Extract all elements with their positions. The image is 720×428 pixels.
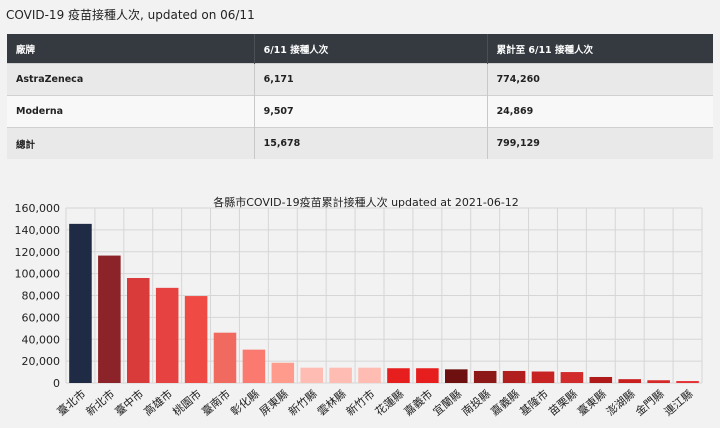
bar — [69, 223, 92, 383]
x-tick-label: 花蓮縣 — [372, 387, 406, 419]
y-tick-label: 160,000 — [15, 202, 61, 215]
table-cell: 總計 — [7, 127, 255, 159]
bar — [589, 376, 613, 383]
column-header-brand: 廠牌 — [7, 34, 255, 64]
table-cell: 15,678 — [254, 127, 488, 159]
bar — [329, 367, 352, 383]
bar — [98, 255, 121, 383]
x-tick-label: 基隆市 — [517, 387, 551, 419]
table-cell: 774,260 — [487, 63, 713, 96]
table-cell: 24,869 — [487, 95, 713, 128]
bar — [647, 380, 670, 383]
table-cell: Moderna — [7, 95, 255, 128]
x-tick-label: 金門縣 — [632, 387, 666, 419]
x-tick-label: 高雄市 — [141, 387, 175, 419]
page-title: COVID-19 疫苗接種人次, updated on 06/11 — [6, 8, 255, 22]
y-tick-label: 60,000 — [22, 311, 61, 324]
x-tick-label: 臺東縣 — [574, 387, 608, 419]
x-tick-label: 嘉義市 — [401, 387, 435, 419]
x-tick-label: 屏東縣 — [257, 387, 291, 418]
x-tick-label: 南投縣 — [459, 387, 493, 419]
x-tick-label: 桃園市 — [170, 387, 204, 419]
bar-chart: 各縣市COVID-19疫苗累計接種人次 updated at 2021-06-1… — [15, 195, 703, 419]
x-tick-label: 嘉義縣 — [488, 387, 522, 419]
y-tick-label: 120,000 — [15, 246, 61, 259]
bar — [155, 287, 179, 383]
bar — [213, 332, 237, 383]
y-tick-label: 100,000 — [15, 268, 61, 281]
chart-title: 各縣市COVID-19疫苗累計接種人次 updated at 2021-06-1… — [213, 195, 519, 209]
bar — [531, 371, 555, 383]
column-header-cumulative: 累計至 6/11 接種人次 — [487, 34, 713, 64]
table-header-row: 廠牌 6/11 接種人次 累計至 6/11 接種人次 — [7, 34, 713, 64]
column-header-daily: 6/11 接種人次 — [254, 34, 488, 64]
table-cell: 6,171 — [254, 63, 488, 96]
bar — [358, 367, 381, 383]
x-tick-label: 新北市 — [83, 387, 117, 419]
x-tick-label: 臺中市 — [112, 387, 146, 419]
bar — [126, 278, 150, 383]
bar — [618, 379, 642, 383]
vaccine-table: 廠牌 6/11 接種人次 累計至 6/11 接種人次 AstraZeneca 6… — [7, 34, 713, 159]
bar — [242, 349, 266, 383]
x-tick-label: 連江縣 — [661, 387, 695, 419]
table-cell: 9,507 — [254, 95, 488, 128]
x-tick-label: 臺北市 — [54, 387, 88, 419]
y-tick-label: 140,000 — [15, 224, 61, 237]
table-cell: AstraZeneca — [7, 63, 255, 96]
bar — [184, 296, 208, 383]
y-tick-label: 0 — [53, 377, 60, 390]
table-row: 總計 15,678 799,129 — [7, 127, 713, 159]
bar — [560, 372, 584, 383]
x-tick-label: 彰化縣 — [228, 387, 262, 419]
bar — [676, 381, 699, 383]
x-tick-label: 雲林縣 — [314, 387, 348, 419]
bar — [473, 370, 497, 383]
table-row: AstraZeneca 6,171 774,260 — [7, 63, 713, 96]
bar — [271, 362, 295, 383]
bar — [300, 367, 324, 383]
x-tick-label: 宜蘭縣 — [430, 387, 464, 419]
x-tick-label: 苗栗縣 — [546, 387, 580, 418]
x-tick-label: 新竹縣 — [285, 387, 319, 419]
bar — [416, 368, 439, 383]
bar — [502, 370, 526, 383]
x-tick-label: 臺南市 — [199, 387, 233, 419]
bar — [387, 368, 410, 383]
table-row: Moderna 9,507 24,869 — [7, 95, 713, 128]
table-cell: 799,129 — [487, 127, 713, 159]
x-tick-label: 澎湖縣 — [604, 387, 638, 418]
y-tick-label: 80,000 — [22, 290, 61, 303]
bar — [444, 369, 468, 383]
y-tick-label: 40,000 — [22, 333, 61, 346]
x-tick-label: 新竹市 — [343, 387, 377, 419]
y-tick-label: 20,000 — [22, 355, 61, 368]
